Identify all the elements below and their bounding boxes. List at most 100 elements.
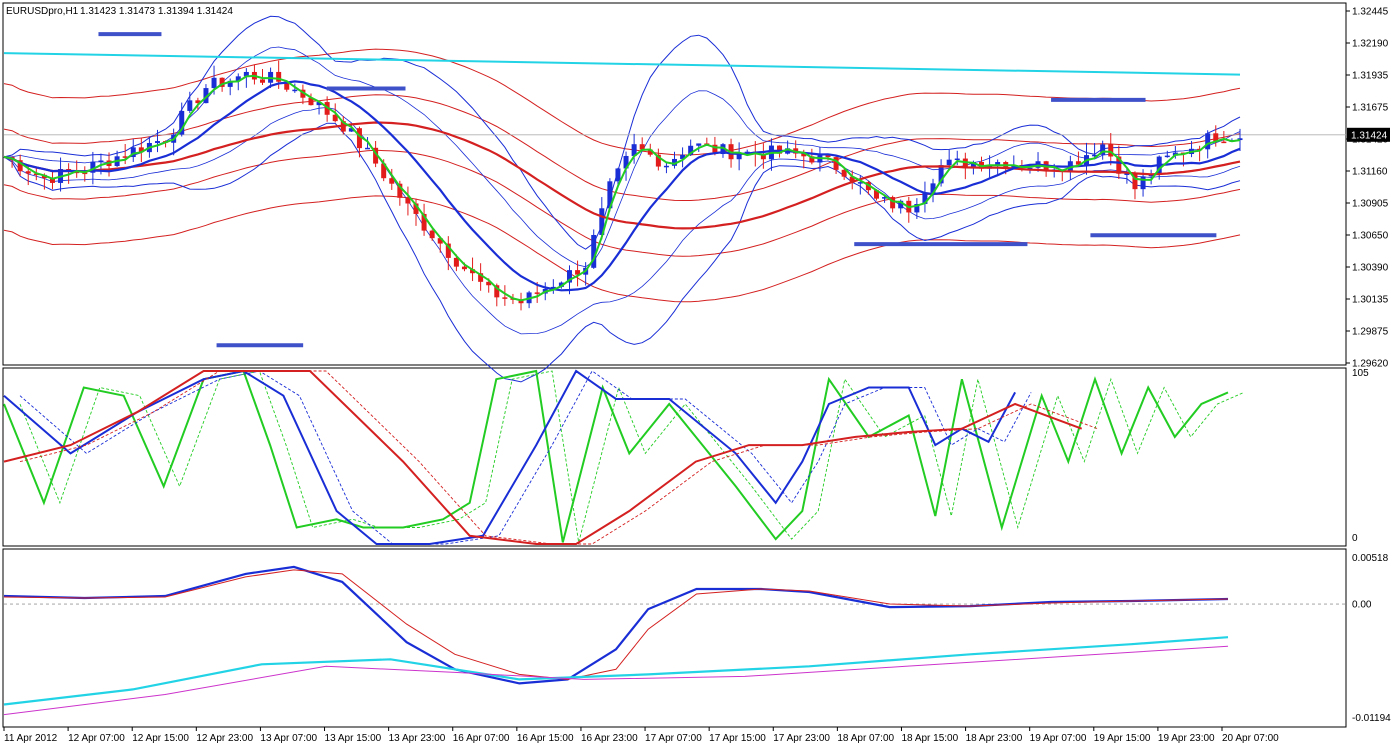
- candle-body: [663, 165, 669, 168]
- candle-body: [211, 77, 217, 89]
- candle-body: [857, 182, 863, 184]
- candle-body: [437, 238, 443, 244]
- time-tick-label: 16 Apr 07:00: [453, 733, 510, 744]
- candle-body: [276, 71, 282, 82]
- candle-body: [736, 154, 742, 160]
- candle-body: [1221, 141, 1227, 144]
- candle-body: [130, 147, 136, 158]
- price-tick-label: 1.32445: [1352, 7, 1389, 18]
- candle-body: [1124, 173, 1130, 175]
- candle-body: [195, 100, 201, 104]
- macd-cyan-line: [3, 636, 1229, 706]
- candle-body: [825, 155, 831, 158]
- candle-body: [243, 71, 249, 77]
- candle-body: [478, 273, 484, 282]
- candle-body: [389, 178, 395, 184]
- candle-body: [1213, 133, 1219, 142]
- time-tick-label: 18 Apr 07:00: [837, 733, 894, 744]
- time-tick-label: 18 Apr 15:00: [901, 733, 958, 744]
- candle-body: [154, 141, 160, 143]
- candle-body: [712, 144, 718, 155]
- time-tick-label: 12 Apr 07:00: [68, 733, 125, 744]
- candle-body: [680, 154, 686, 159]
- current-price-label: 1.31424: [1351, 130, 1388, 141]
- candle-body: [995, 162, 1001, 166]
- time-tick-label: 11 Apr 2012: [4, 733, 58, 744]
- candle-body: [922, 192, 928, 204]
- candle-body: [631, 144, 637, 156]
- candle-body: [203, 88, 209, 104]
- candle-body: [138, 147, 144, 153]
- candle-body: [308, 97, 314, 106]
- time-tick-label: 13 Apr 23:00: [389, 733, 446, 744]
- candle-body: [575, 270, 581, 275]
- time-tick-label: 12 Apr 23:00: [196, 733, 253, 744]
- candle-body: [356, 128, 362, 149]
- candle-body: [1108, 144, 1114, 157]
- oscillator-blue-signal-line: [19, 370, 1032, 545]
- oscillator-red-signal-line: [19, 370, 1098, 545]
- candle-body: [696, 143, 702, 146]
- candle-body: [300, 89, 306, 98]
- candle-body: [1092, 154, 1098, 157]
- time-tick-label: 16 Apr 15:00: [517, 733, 574, 744]
- candle-body: [655, 154, 661, 167]
- price-tick-label: 1.30650: [1352, 231, 1389, 242]
- candle-body: [930, 183, 936, 193]
- time-tick-label: 17 Apr 23:00: [773, 733, 830, 744]
- candle-body: [397, 183, 403, 198]
- oscillator-panel: [3, 369, 1245, 545]
- candle-body: [558, 282, 564, 287]
- price-tick-label: 1.32190: [1352, 39, 1389, 50]
- candle-body: [486, 281, 492, 286]
- candle-body: [1027, 167, 1033, 170]
- macd-panel: [3, 565, 1346, 716]
- candle-body: [33, 173, 39, 176]
- macd-tick-label: 0.00: [1352, 600, 1372, 611]
- candle-body: [235, 76, 241, 81]
- candle-body: [809, 156, 815, 163]
- candle-body: [284, 81, 290, 90]
- candle-body: [1164, 155, 1170, 158]
- macd-blue-line: [3, 565, 1229, 685]
- time-tick-label: 13 Apr 15:00: [325, 733, 382, 744]
- candle-body: [292, 89, 298, 92]
- outer-envelope-upper-line: [3, 48, 1241, 156]
- candle-body: [720, 144, 726, 155]
- candle-body: [801, 153, 807, 157]
- candle-body: [688, 145, 694, 155]
- price-tick-label: 1.29620: [1352, 359, 1389, 370]
- candle-body: [672, 158, 678, 166]
- candle-body: [1140, 176, 1146, 190]
- candle-body: [453, 257, 459, 267]
- candle-body: [25, 171, 31, 174]
- candle-body: [1075, 161, 1081, 165]
- fast-ma-line: [3, 74, 1241, 302]
- candle-body: [1205, 133, 1211, 150]
- candle-body: [365, 147, 371, 150]
- candle-body: [470, 269, 476, 274]
- candle-body: [1237, 138, 1243, 141]
- candle-body: [841, 169, 847, 177]
- candle-body: [421, 213, 427, 231]
- bollinger-inner-lower-line: [3, 107, 1241, 335]
- outer-envelope-lower-line: [3, 195, 1241, 303]
- candle-body: [962, 158, 968, 169]
- long-ma-line: [3, 52, 1241, 76]
- candle-body: [98, 160, 104, 162]
- candle-body: [494, 285, 500, 298]
- candle-body: [227, 80, 233, 87]
- oscillator-green-line: [3, 369, 1229, 543]
- price-tick-label: 1.30135: [1352, 295, 1389, 306]
- price-tick-label: 1.29875: [1352, 327, 1389, 338]
- axes: 1.324451.321901.319351.316751.314201.311…: [3, 7, 1391, 744]
- time-tick-label: 19 Apr 07:00: [1030, 733, 1087, 744]
- macd-magenta-line: [3, 645, 1229, 716]
- candle-body: [566, 270, 572, 283]
- candle-body: [260, 79, 266, 83]
- candle-body: [534, 292, 540, 294]
- time-tick-label: 17 Apr 07:00: [645, 733, 702, 744]
- bollinger-inner-upper-line: [3, 46, 1241, 268]
